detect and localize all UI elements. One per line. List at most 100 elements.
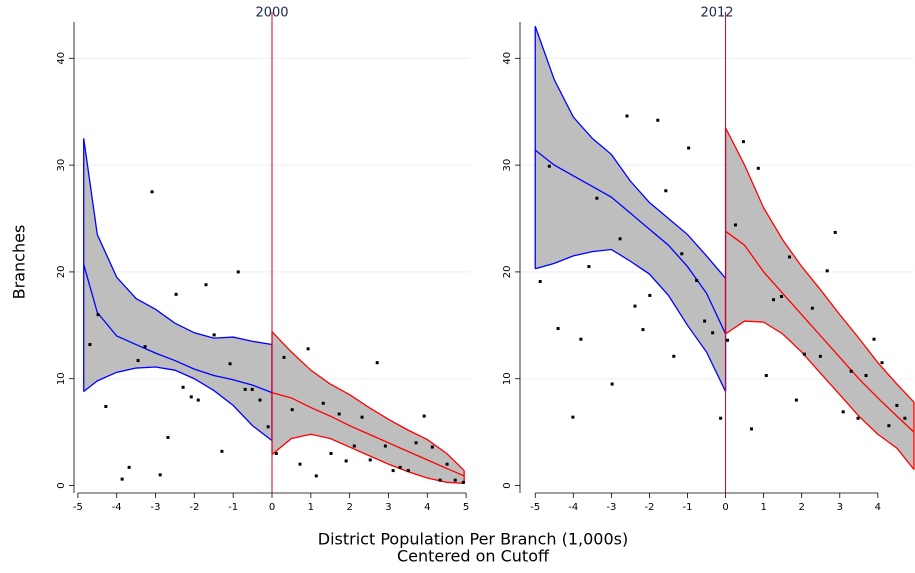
x-axis-title: District Population Per Branch (1,000s) — [318, 530, 628, 549]
point — [406, 469, 410, 473]
x-tick-label: -1 — [228, 502, 238, 513]
point — [220, 449, 224, 453]
point — [741, 140, 745, 144]
point — [556, 327, 560, 331]
x-tick-label: -4 — [112, 502, 122, 513]
point — [887, 424, 891, 428]
point — [189, 395, 193, 399]
x-tick-label: 1 — [308, 502, 314, 513]
point — [158, 473, 162, 477]
confidence-band — [213, 336, 234, 407]
point — [337, 412, 341, 416]
point — [818, 354, 822, 358]
point — [641, 328, 645, 332]
point — [204, 283, 208, 287]
x-tick-label: 3 — [837, 502, 843, 513]
point — [780, 294, 784, 298]
y-tick-label: 0 — [502, 482, 513, 488]
confidence-band — [553, 79, 574, 264]
point — [88, 343, 92, 347]
point — [772, 298, 776, 302]
point — [903, 416, 907, 420]
point — [290, 408, 294, 412]
point — [329, 451, 333, 455]
point — [96, 313, 100, 317]
point — [368, 458, 372, 462]
point — [695, 278, 699, 282]
point — [764, 374, 768, 378]
point — [266, 425, 270, 429]
point — [228, 362, 232, 366]
fit-line — [725, 230, 915, 433]
point — [314, 474, 318, 478]
point — [895, 403, 899, 407]
point — [375, 361, 379, 365]
point — [725, 338, 729, 342]
point — [430, 445, 434, 449]
point — [258, 398, 262, 402]
point — [321, 401, 325, 405]
point — [438, 478, 442, 482]
confidence-band — [534, 26, 555, 270]
confidence-band — [155, 308, 176, 371]
point — [136, 359, 140, 363]
confidence-band — [839, 313, 860, 417]
point — [166, 435, 170, 439]
band-edge — [271, 433, 465, 485]
y-tick-label: 40 — [56, 52, 67, 65]
point — [579, 337, 583, 341]
band-edge — [83, 138, 273, 346]
point — [150, 190, 154, 194]
point — [453, 478, 457, 482]
point — [841, 410, 845, 414]
point — [756, 166, 760, 170]
y-tick-label: 30 — [56, 159, 67, 172]
confidence-band — [744, 164, 764, 323]
band-edge — [724, 127, 915, 403]
point — [625, 114, 629, 118]
x-tick-label: 5 — [463, 502, 469, 513]
x-tick-label: -2 — [644, 502, 654, 513]
point — [864, 374, 868, 378]
point — [282, 355, 286, 359]
point — [664, 189, 668, 193]
confidence-band — [388, 418, 409, 473]
x-tick-label: -5 — [73, 502, 83, 513]
point — [672, 354, 676, 358]
point — [571, 415, 575, 419]
x-tick-label: 0 — [722, 502, 728, 513]
x-axis-title: Centered on Cutoff — [397, 547, 550, 566]
point — [656, 118, 660, 122]
y-tick-label: 30 — [502, 159, 513, 172]
point — [733, 223, 737, 227]
point — [306, 347, 310, 351]
point — [749, 427, 753, 431]
point — [398, 465, 402, 469]
point — [298, 462, 302, 466]
x-tick-label: 1 — [760, 502, 766, 513]
y-tick-label: 10 — [56, 372, 67, 385]
x-tick-label: 3 — [385, 502, 391, 513]
point — [633, 304, 637, 308]
point — [849, 369, 853, 373]
point — [127, 465, 131, 469]
point — [687, 146, 691, 150]
point — [391, 469, 395, 473]
point — [872, 337, 876, 341]
point — [788, 255, 792, 259]
point — [236, 270, 240, 274]
confidence-band — [877, 361, 898, 449]
point — [587, 265, 591, 269]
confidence-band — [83, 138, 98, 393]
band-edge — [534, 26, 727, 279]
x-tick-label: 2 — [346, 502, 352, 513]
confidence-band — [194, 332, 215, 392]
point — [703, 319, 707, 323]
band-edge — [535, 248, 727, 392]
point — [445, 462, 449, 466]
x-tick-label: -3 — [606, 502, 616, 513]
x-tick-label: 4 — [875, 502, 881, 513]
confidence-band — [291, 351, 312, 439]
